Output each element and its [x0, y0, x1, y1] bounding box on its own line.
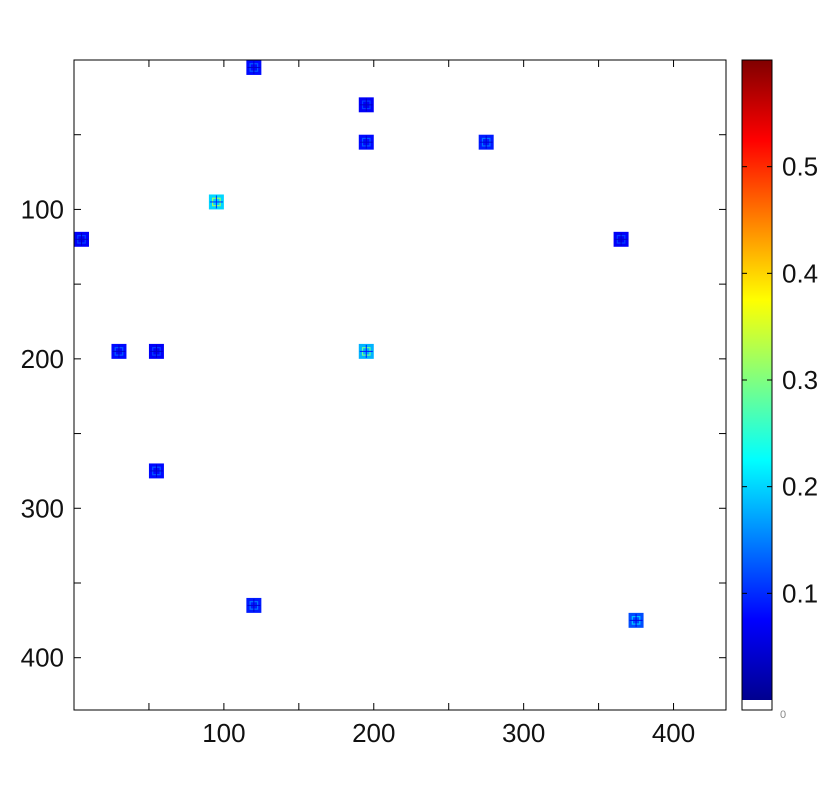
x-tick-label: 300: [502, 718, 545, 748]
heatmap-block: [628, 612, 644, 628]
x-tick-label: 100: [202, 718, 245, 748]
x-tick-label: 400: [652, 718, 695, 748]
heatmap-block: [208, 194, 224, 210]
colorbar-tick-label: 0.3: [782, 365, 818, 395]
heatmap-block: [246, 597, 262, 613]
x-axis: 100 200 300 400: [148, 60, 695, 748]
heatmap-block: [358, 343, 374, 359]
heatmap-block: [148, 463, 164, 479]
heatmap-block: [148, 343, 164, 359]
heatmap-block: [613, 231, 629, 247]
heatmap-block: [478, 134, 494, 150]
colorbar-tick-label: 0.2: [782, 472, 818, 502]
colorbar-tick-label: 0.4: [782, 258, 818, 288]
y-tick-label: 300: [21, 493, 64, 523]
plot-area: [73, 59, 727, 711]
heatmap-block: [74, 231, 89, 247]
y-tick-label: 200: [21, 344, 64, 374]
y-tick-label: 100: [21, 194, 64, 224]
colorbar-zero-label: 0: [780, 709, 786, 721]
heatmap-block: [111, 343, 127, 359]
heatmap-blocks: [74, 60, 644, 628]
x-tick-label: 200: [352, 718, 395, 748]
heatmap-block: [246, 60, 262, 75]
colorbar-frame: [741, 59, 773, 711]
colorbar: 0.1 0.2 0.3 0.4 0.5 0: [741, 59, 818, 721]
heatmap-block: [358, 97, 374, 113]
colorbar-tick-label: 0.1: [782, 578, 818, 608]
y-tick-label: 400: [21, 643, 64, 673]
y-axis: 100 200 300 400: [21, 134, 726, 673]
colorbar-tick-label: 0.5: [782, 152, 818, 182]
colorbar-ticks: 0.1 0.2 0.3 0.4 0.5: [742, 152, 818, 608]
heatmap-block: [358, 134, 374, 150]
